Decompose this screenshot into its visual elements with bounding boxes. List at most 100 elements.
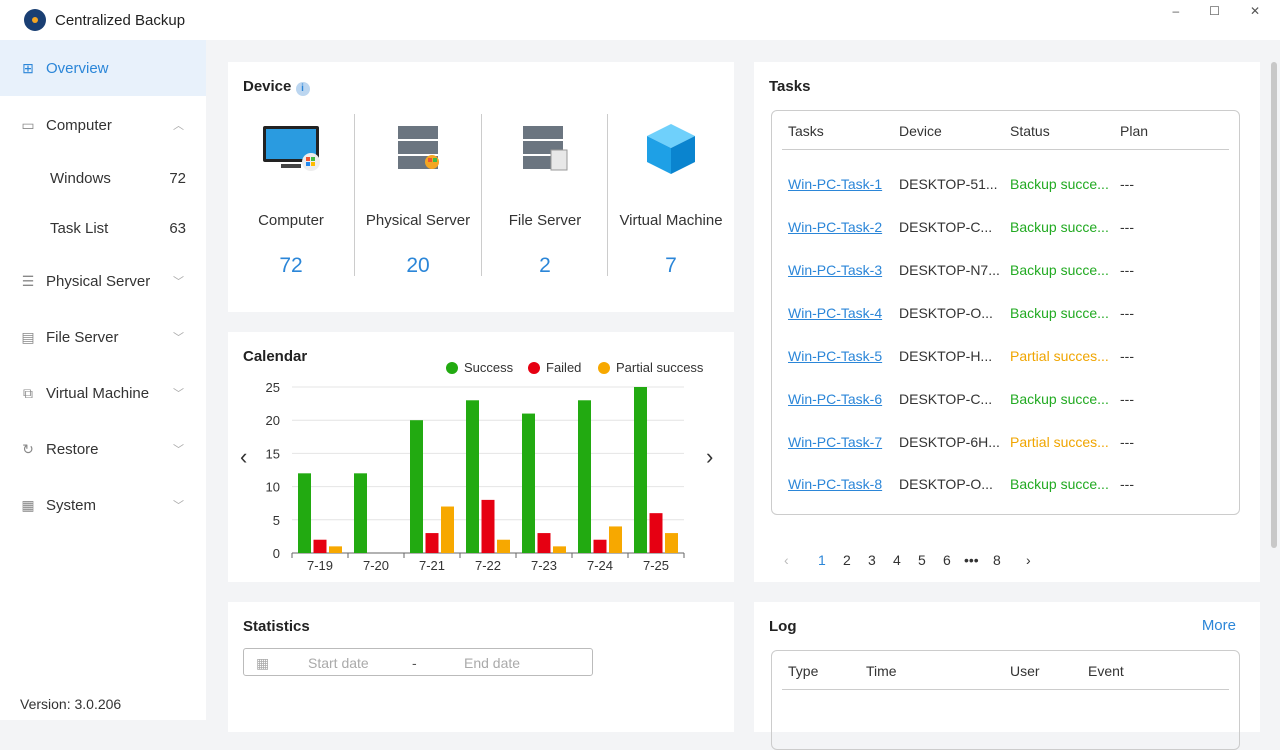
maximize-button[interactable]: ☐: [1209, 4, 1220, 18]
task-status: Backup succe...: [1010, 476, 1109, 492]
sidebar-item-system[interactable]: ▦ System ﹀: [21, 496, 184, 514]
close-button[interactable]: ✕: [1249, 4, 1260, 18]
bar-failed[interactable]: [593, 539, 607, 553]
task-plan: ---: [1120, 348, 1134, 364]
task-status: Partial succes...: [1010, 348, 1109, 364]
page-•••[interactable]: •••: [964, 552, 979, 568]
task-device: DESKTOP-C...: [899, 219, 993, 235]
end-date-input[interactable]: End date: [464, 655, 521, 671]
task-status: Partial succes...: [1010, 434, 1109, 450]
task-name-link[interactable]: Win-PC-Task-7: [788, 434, 883, 450]
sidebar-item-computer[interactable]: ▭ Computer ︿: [21, 116, 184, 134]
title-bar: Centralized Backup – ☐ ✕: [0, 0, 1280, 40]
bar-partial-success[interactable]: [609, 526, 622, 553]
prev-page-button[interactable]: ‹: [784, 552, 789, 568]
bar-success[interactable]: [354, 473, 367, 553]
page-8[interactable]: 8: [993, 552, 1001, 568]
sidebar-item-physical-server[interactable]: ☰ Physical Server ﹀: [21, 272, 184, 290]
log-more-link[interactable]: More: [1201, 617, 1236, 634]
next-page-button[interactable]: ›: [1026, 552, 1031, 568]
x-tick-label: 7-22: [475, 558, 501, 573]
task-name-link[interactable]: Win-PC-Task-6: [788, 391, 883, 407]
bar-partial-success[interactable]: [441, 506, 454, 553]
x-tick-label: 7-20: [363, 558, 389, 573]
device-computer[interactable]: Computer 72: [228, 114, 354, 277]
version-label: Version: 3.0.206: [20, 696, 122, 712]
log-title: Log: [769, 618, 797, 635]
x-tick-label: 7-25: [643, 558, 669, 573]
bar-failed[interactable]: [425, 533, 439, 553]
task-status: Backup succe...: [1010, 305, 1109, 321]
x-tick-label: 7-19: [307, 558, 333, 573]
bar-success[interactable]: [410, 420, 423, 553]
task-name-link[interactable]: Win-PC-Task-8: [788, 476, 883, 492]
bar-success[interactable]: [522, 413, 535, 553]
task-name-link[interactable]: Win-PC-Task-2: [788, 219, 883, 235]
scrollbar[interactable]: [1271, 62, 1277, 548]
sidebar-item-windows[interactable]: Windows 72: [50, 170, 186, 187]
page-5[interactable]: 5: [918, 552, 926, 568]
physical-server-icon: [398, 126, 439, 169]
bar-partial-success[interactable]: [497, 539, 510, 553]
date-range-picker[interactable]: ▦ Start date - End date: [243, 648, 593, 676]
task-plan: ---: [1120, 219, 1134, 235]
page-6[interactable]: 6: [943, 552, 951, 568]
device-file-server[interactable]: File Server 2: [482, 114, 608, 277]
log-column-type: Type: [788, 663, 819, 679]
x-tick-label: 7-24: [587, 558, 613, 573]
tasks-card: Tasks Tasks Device Status Plan Win-PC-Task-1…: [754, 62, 1260, 582]
start-date-input[interactable]: Start date: [308, 655, 369, 671]
task-device: DESKTOP-N7...: [899, 262, 1000, 278]
bar-partial-success[interactable]: [665, 533, 678, 553]
system-icon: ▦: [21, 496, 35, 513]
sidebar-item-task-list[interactable]: Task List 63: [50, 220, 186, 237]
log-column-time: Time: [866, 663, 897, 679]
task-name-link[interactable]: Win-PC-Task-1: [788, 176, 883, 192]
sidebar-item-overview[interactable]: ⊞ Overview: [0, 40, 206, 96]
bar-success[interactable]: [298, 473, 311, 553]
page-2[interactable]: 2: [843, 552, 851, 568]
y-tick-label: 5: [273, 513, 280, 528]
chart-next-button[interactable]: ›: [706, 444, 714, 469]
page-1[interactable]: 1: [818, 552, 826, 568]
legend-partial-success[interactable]: Partial success: [598, 360, 703, 375]
device-title: Device: [243, 78, 292, 95]
bar-partial-success[interactable]: [329, 546, 342, 553]
device-virtual-machine[interactable]: Virtual Machine 7: [608, 114, 734, 277]
tasks-title: Tasks: [769, 78, 811, 95]
task-name-link[interactable]: Win-PC-Task-4: [788, 305, 883, 321]
device-card: Device i Computer 72 Physical Server 20 Fi…: [228, 62, 734, 312]
bar-failed[interactable]: [481, 499, 495, 553]
page-4[interactable]: 4: [893, 552, 901, 568]
log-column-user: User: [1010, 663, 1040, 679]
bar-success[interactable]: [578, 400, 591, 553]
task-plan: ---: [1120, 391, 1134, 407]
minimize-button[interactable]: –: [1172, 4, 1180, 18]
app-title: Centralized Backup: [55, 11, 186, 29]
bar-success[interactable]: [466, 400, 479, 553]
info-icon[interactable]: i: [295, 82, 310, 96]
page-3[interactable]: 3: [868, 552, 876, 568]
sidebar-item-restore[interactable]: ↻ Restore ﹀: [0, 421, 206, 477]
bar-failed[interactable]: [649, 513, 663, 553]
bar-failed[interactable]: [313, 539, 327, 553]
bar-failed[interactable]: [537, 533, 551, 553]
column-header-device: Device: [899, 123, 942, 139]
task-device: DESKTOP-H...: [899, 348, 993, 364]
bar-partial-success[interactable]: [553, 546, 566, 553]
chart-prev-button[interactable]: ‹: [240, 444, 248, 469]
device-physical-server[interactable]: Physical Server 20: [355, 114, 481, 277]
log-card: Log More Type Time User Event: [754, 602, 1260, 750]
bar-success[interactable]: [634, 387, 647, 553]
task-name-link[interactable]: Win-PC-Task-3: [788, 262, 883, 278]
x-tick-label: 7-23: [531, 558, 557, 573]
sidebar-item-virtual-machine[interactable]: ⧉ Virtual Machine ﹀: [0, 365, 206, 421]
legend-success[interactable]: Success: [446, 360, 513, 375]
task-name-link[interactable]: Win-PC-Task-5: [788, 348, 883, 364]
column-header-plan: Plan: [1120, 123, 1149, 139]
task-device: DESKTOP-C...: [899, 391, 993, 407]
legend-failed[interactable]: Failed: [528, 360, 581, 375]
chevron-down-icon: ﹀: [173, 444, 184, 456]
sidebar-item-file-server[interactable]: ▤ File Server ﹀: [21, 328, 184, 346]
chevron-down-icon: ﹀: [173, 276, 184, 288]
